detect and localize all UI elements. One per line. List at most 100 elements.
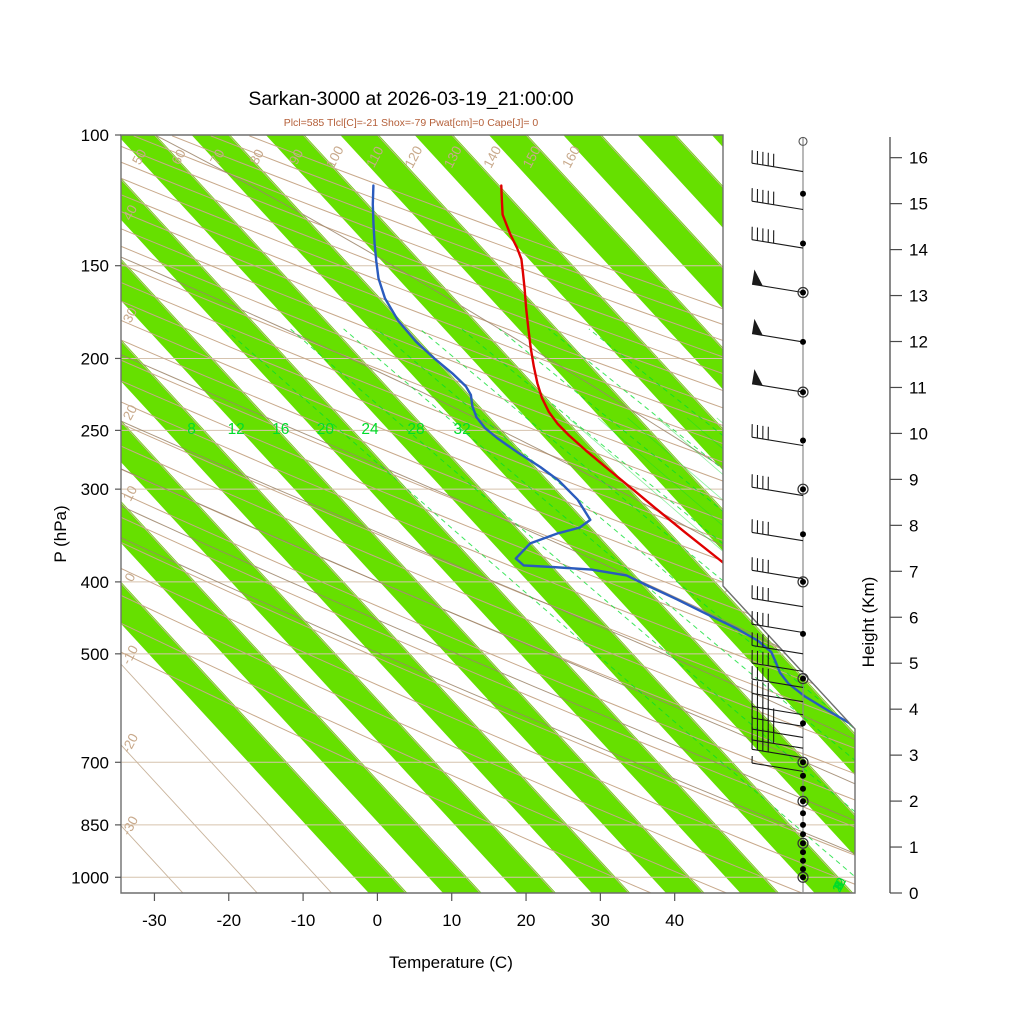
height-tick-label: 14: [909, 241, 928, 260]
dry-adiabat-label: 80: [247, 147, 267, 167]
wind-barb-pennant: [752, 369, 763, 386]
wind-barb-shaft: [751, 739, 804, 749]
dry-adiabat-label: 60: [169, 147, 189, 167]
height-tick-label: 6: [909, 608, 918, 627]
height-marker-dot: [800, 857, 806, 864]
pressure-tick-label: 850: [81, 816, 109, 835]
height-marker-dot: [800, 190, 806, 197]
theta-e-label: 24: [361, 421, 379, 438]
wind-barb-shaft: [751, 597, 804, 608]
height-tick-label: 15: [909, 195, 928, 214]
pressure-axis: 100 150 200 250 300 400 500 700 850 1000: [71, 126, 121, 887]
height-tick-label: 8: [909, 516, 918, 535]
wind-barb-shaft: [751, 728, 804, 738]
y2-axis-label: Height (Km): [859, 577, 878, 668]
theta-e-label: 32: [454, 421, 471, 438]
height-marker-ring: [797, 795, 809, 807]
height-marker-dot: [800, 720, 806, 727]
height-marker-dot: [800, 630, 806, 637]
chart-subtitle: Plcl=585 Tlcl[C]=-21 Shox=-79 Pwat[cm]=0…: [284, 117, 539, 129]
wind-barb-shaft: [751, 678, 804, 689]
theta-e-label: 12: [228, 421, 245, 438]
wind-barb-shaft: [751, 623, 804, 634]
wind-barb-shaft: [751, 531, 804, 542]
temperature-tick-label: -10: [291, 911, 316, 930]
dry-adiabat-label: 70: [207, 147, 227, 167]
pressure-tick-label: 100: [81, 126, 109, 145]
pressure-tick-label: 300: [81, 480, 109, 499]
wind-barb-pennant: [752, 269, 763, 286]
dewpoint-profile: [371, 184, 855, 759]
height-marker-dot: [800, 486, 806, 493]
height-marker-ring: [797, 756, 809, 768]
dry-adiabat-label: 50: [129, 147, 149, 167]
wind-barb-shaft: [751, 486, 804, 497]
wind-barb-shaft: [751, 748, 804, 759]
height-tick-label: 4: [909, 700, 918, 719]
height-tick-label: 7: [909, 562, 918, 581]
temperature-tick-label: 10: [442, 911, 461, 930]
height-tick-label: 10: [909, 424, 928, 443]
height-marker-dot: [800, 389, 806, 396]
theta-e-label: 20: [317, 421, 335, 438]
pressure-tick-label: 500: [81, 645, 109, 664]
height-tick-label: 11: [909, 378, 927, 397]
wind-barb-column: [751, 136, 809, 893]
height-marker-dot: [800, 531, 806, 538]
height-marker-ring: [797, 286, 809, 299]
height-marker-dot: [800, 437, 806, 444]
height-marker-ring: [797, 386, 809, 398]
pressure-tick-label: 150: [81, 257, 109, 276]
height-marker-dot: [800, 831, 806, 838]
wind-barb-shaft: [751, 662, 804, 672]
height-marker-ring: [797, 837, 809, 849]
plot-border: [120, 134, 856, 894]
theta-e-label: 8: [187, 421, 196, 438]
height-tick-label: 16: [909, 149, 928, 168]
height-marker-dot: [800, 772, 806, 779]
theta-e-label: 28: [407, 421, 424, 438]
height-marker-dot: [800, 675, 806, 682]
wind-barb-pennant: [752, 318, 763, 336]
height-tick-label: 1: [909, 838, 918, 857]
temperature-tick-label: -20: [216, 911, 241, 930]
wind-barb-shaft: [751, 692, 804, 703]
height-marker-dot: [800, 798, 806, 805]
height-marker-ring: [797, 576, 809, 588]
wind-barb-shaft: [751, 436, 804, 447]
dry-adiabat-label: 30: [120, 305, 140, 325]
height-tick-label: 12: [909, 333, 928, 352]
wind-barb-shaft: [751, 162, 804, 173]
height-marker-dot: [800, 866, 806, 873]
height-marker-dot: [800, 874, 806, 881]
height-marker-dot: [800, 759, 806, 766]
pressure-tick-label: 200: [81, 349, 109, 368]
theta-e-label: 16: [272, 421, 289, 438]
height-marker-dot: [800, 578, 806, 585]
wind-barb-shaft: [751, 283, 804, 294]
wind-barb-shaft: [751, 569, 804, 580]
dry-adiabat-label: 20: [120, 402, 140, 422]
height-marker-dot: [800, 289, 806, 296]
dry-adiabat-label: 40: [120, 202, 140, 222]
height-tick-label: 0: [909, 884, 918, 903]
pressure-tick-label: 1000: [71, 868, 109, 887]
y-axis-label: P (hPa): [51, 505, 70, 562]
height-markers: [797, 190, 809, 883]
pressure-tick-label: 700: [81, 753, 109, 772]
height-marker-ring: [797, 672, 809, 685]
height-marker-dot: [800, 338, 806, 345]
page-title: Sarkan-3000 at 2026-03-19_21:00:00: [248, 88, 573, 110]
height-marker-ring: [797, 483, 809, 495]
height-marker-dot: [800, 821, 806, 828]
mixing-ratio-label: 12: [829, 875, 849, 895]
height-marker-dot: [800, 810, 806, 817]
temperature-tick-label: -30: [142, 911, 167, 930]
height-tick-label: 3: [909, 746, 918, 765]
height-marker-dot: [800, 240, 806, 247]
calm-wind-symbol: [798, 136, 808, 146]
wind-barb-shaft: [751, 717, 804, 727]
isotherm-lines: [121, 135, 855, 893]
